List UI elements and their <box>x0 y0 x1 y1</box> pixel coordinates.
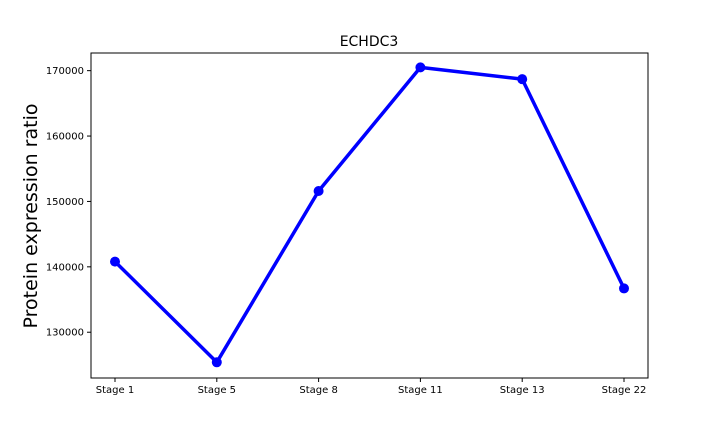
x-tick-label: Stage 13 <box>500 385 545 396</box>
x-tick-label: Stage 8 <box>299 385 337 396</box>
data-point <box>110 256 120 267</box>
y-axis-label: Protein expression ratio <box>20 104 42 329</box>
series-layer <box>110 62 629 368</box>
data-point <box>211 357 222 368</box>
plot-area <box>90 52 649 379</box>
y-tick-label: 160000 <box>46 132 84 143</box>
y-tick-label: 130000 <box>46 328 84 339</box>
y-tick-label: 150000 <box>46 197 84 208</box>
axis-ticks: Stage 1 Stage 5 Stage 8 Stage 11 Stage 13 Sta… <box>46 66 647 396</box>
x-tick-label: Stage 22 <box>602 385 647 396</box>
data-point <box>313 185 324 196</box>
series-line <box>113 65 626 365</box>
data-point <box>517 74 528 85</box>
data-point <box>619 283 629 294</box>
x-tick-label: Stage 5 <box>198 385 236 396</box>
x-tick-label: Stage 11 <box>398 385 443 396</box>
y-tick-label: 170000 <box>46 66 84 77</box>
y-tick-label: 140000 <box>46 262 84 273</box>
chart-title: ECHDC3 <box>340 34 399 50</box>
data-point <box>415 62 426 73</box>
x-tick-label: Stage 1 <box>96 385 134 396</box>
